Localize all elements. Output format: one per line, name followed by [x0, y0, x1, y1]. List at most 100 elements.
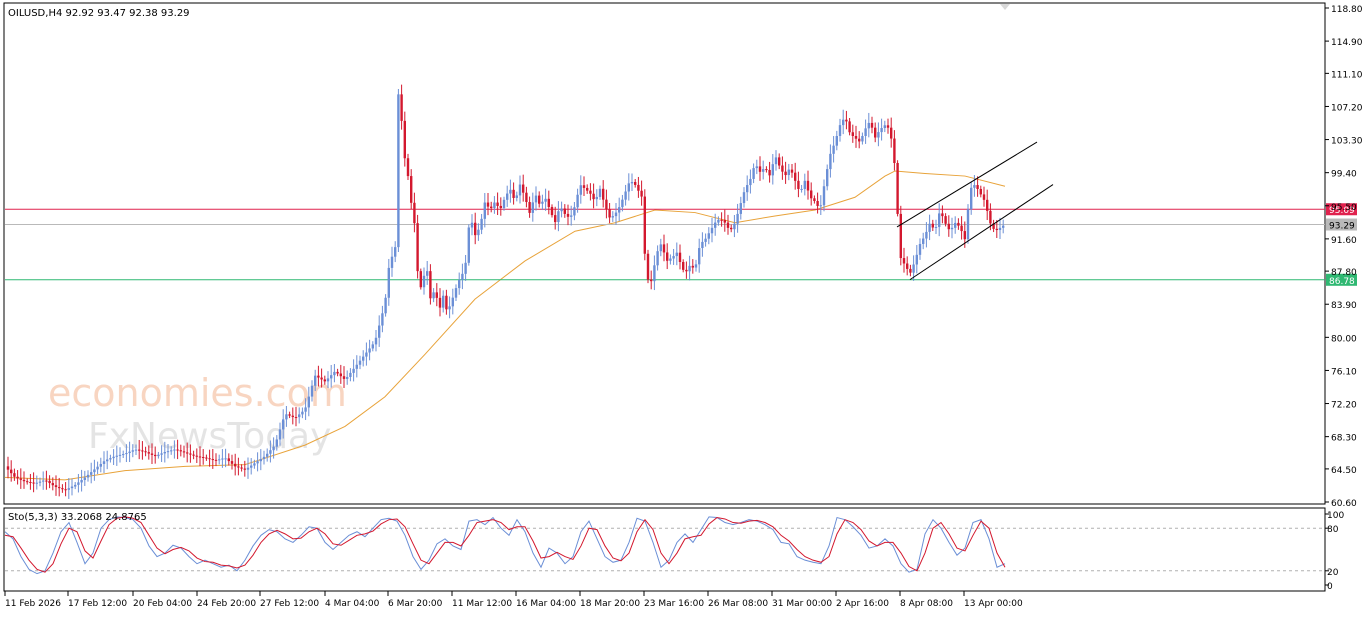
price-tick-label: 72.20 — [1331, 401, 1357, 411]
candle-body — [736, 213, 739, 224]
candle-body — [128, 451, 131, 454]
candle-body — [42, 480, 45, 482]
candle-body — [986, 199, 989, 211]
candle-body — [851, 132, 854, 136]
candle-body — [883, 125, 886, 129]
candle-body — [144, 451, 147, 453]
candle-body — [186, 452, 189, 454]
candle-body — [435, 292, 438, 298]
candle-body — [150, 453, 154, 455]
shift-marker-icon[interactable] — [1000, 4, 1010, 10]
candle-body — [800, 188, 803, 190]
candle-body — [157, 454, 160, 457]
candle-body — [224, 458, 227, 460]
candle-body — [838, 125, 842, 136]
candle-body — [394, 247, 397, 257]
candle-body — [586, 187, 589, 191]
price-tick-label: 118.80 — [1331, 5, 1363, 15]
candle-body — [739, 203, 742, 214]
candle-body — [464, 262, 467, 274]
candle-body — [570, 215, 573, 217]
candle-body — [285, 414, 288, 420]
candle-body — [32, 482, 35, 484]
candle-body — [960, 225, 963, 232]
channel-line[interactable] — [896, 141, 1038, 228]
candle-body — [349, 372, 352, 377]
price-tick-label: 99.40 — [1331, 170, 1357, 180]
candle-body — [176, 449, 179, 451]
candle-body — [288, 414, 291, 416]
candle-body — [621, 199, 624, 208]
candle-body — [509, 189, 512, 194]
candle-body — [522, 184, 525, 193]
candle-body — [819, 205, 822, 207]
candle-body — [710, 227, 714, 234]
candle-body — [573, 207, 576, 216]
candle-body — [749, 178, 752, 186]
candle-body — [826, 169, 829, 187]
candle-body — [301, 411, 304, 415]
candle-body — [374, 337, 378, 345]
candle-body — [26, 481, 29, 483]
candle-body — [925, 231, 928, 239]
candle-body — [781, 165, 784, 172]
candle-body — [787, 169, 790, 176]
candle-body — [307, 396, 310, 408]
candle-body — [970, 187, 973, 210]
candle-body — [13, 473, 16, 477]
candle-body — [704, 238, 707, 242]
candle-body — [29, 482, 32, 484]
price-tick-label: 114.90 — [1331, 38, 1363, 48]
candle-body — [106, 459, 109, 462]
candle-body — [963, 231, 966, 240]
candle-body — [723, 219, 726, 223]
candle-body — [403, 120, 406, 159]
candle-body — [637, 184, 640, 191]
channel-line[interactable] — [909, 184, 1054, 281]
candle-body — [528, 202, 531, 213]
candle-body — [496, 202, 499, 206]
candle-body — [550, 206, 554, 216]
level-badge — [1326, 203, 1357, 216]
price-tick-label: 83.90 — [1331, 301, 1357, 311]
candle-body — [371, 344, 374, 349]
candle-body — [698, 248, 701, 265]
candle-body — [310, 385, 314, 397]
candle-body — [179, 450, 182, 452]
candle-body — [480, 218, 483, 230]
candle-body — [346, 376, 349, 379]
candle-body — [451, 297, 454, 307]
candle-body — [253, 463, 256, 466]
candle-body — [246, 467, 250, 470]
stochastic-tick-label: 0 — [1327, 582, 1333, 592]
price-tick-label: 80.00 — [1331, 334, 1357, 344]
stochastic-signal-line — [4, 516, 1006, 573]
candle-body — [38, 481, 42, 483]
candle-body — [966, 209, 970, 240]
candle-body — [675, 252, 678, 257]
price-tick-label: 76.10 — [1331, 367, 1357, 377]
candle-body — [218, 459, 221, 461]
candle-body — [771, 164, 774, 176]
candle-body — [627, 183, 630, 192]
candle-body — [355, 364, 358, 369]
candle-body — [115, 455, 118, 457]
candle-body — [784, 171, 787, 176]
candle-body — [608, 209, 611, 218]
time-tick-label: 31 Mar 00:00 — [772, 599, 832, 609]
candle-body — [816, 201, 819, 206]
candle-body — [413, 202, 416, 224]
time-tick-label: 6 Mar 20:00 — [388, 599, 443, 609]
candle-body — [531, 202, 534, 213]
price-tick-label: 60.60 — [1331, 499, 1357, 509]
time-tick-label: 4 Mar 04:00 — [325, 599, 380, 609]
candle-body — [576, 194, 579, 208]
stochastic-tick-label: 80 — [1327, 525, 1339, 535]
candle-body — [266, 453, 269, 457]
candle-body — [886, 125, 890, 128]
candle-body — [890, 127, 893, 139]
candle-body — [893, 138, 896, 163]
candle-body — [490, 206, 493, 208]
candle-body — [995, 228, 998, 231]
price-tick-label: 95.50 — [1331, 203, 1357, 213]
